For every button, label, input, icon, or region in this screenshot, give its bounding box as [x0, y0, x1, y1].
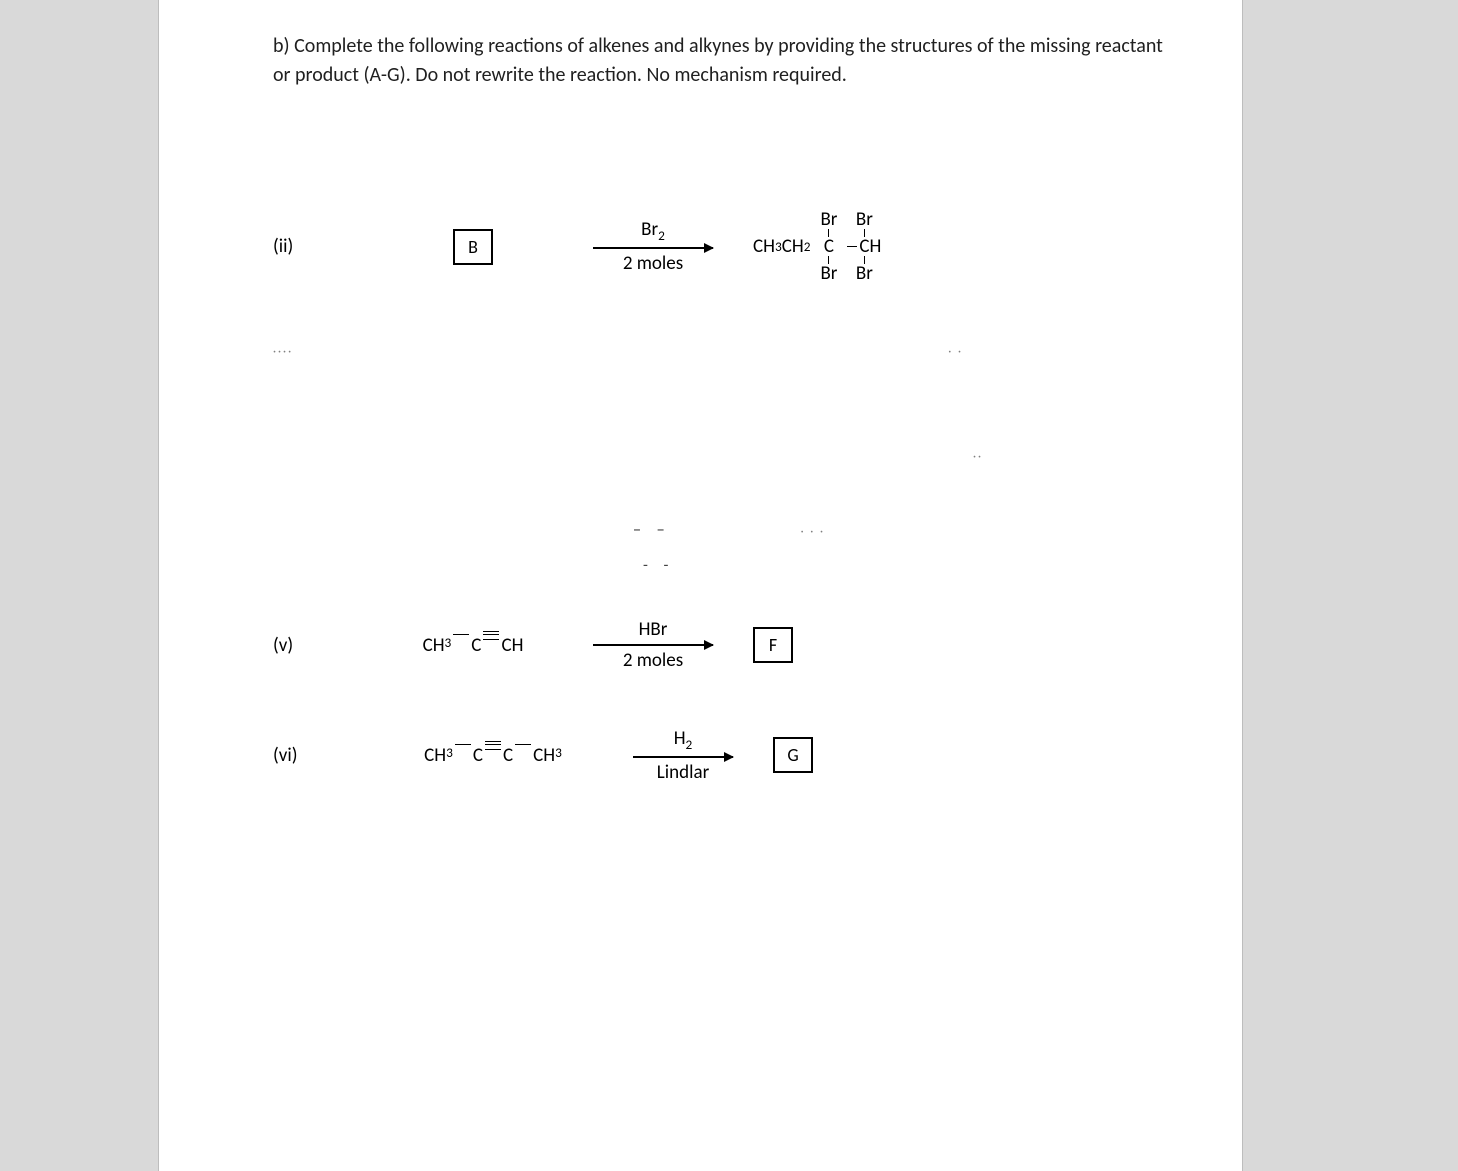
- artifact-dashes: - -: [643, 556, 674, 575]
- reaction-v: (v) CH3CCH HBr 2 moles F: [273, 618, 1184, 672]
- c2: CH: [859, 237, 881, 256]
- arrow-line-v: [593, 644, 713, 646]
- letterbox-b: B: [453, 229, 493, 265]
- document-page: b) Complete the following reactions of a…: [158, 0, 1243, 1171]
- v-ch: CH: [501, 634, 523, 657]
- arrow-line-vi: [633, 756, 733, 758]
- vi-sbond1: [455, 744, 471, 767]
- v-ch3: CH: [423, 634, 445, 657]
- roman-vi: (vi): [273, 744, 373, 767]
- reagent-ii-top: Br2: [641, 218, 665, 244]
- reagent-vi-top: H2: [674, 727, 693, 753]
- v-ch3s: 3: [445, 634, 452, 657]
- reagent-v-bottom: 2 moles: [623, 649, 683, 672]
- arrow-vi: H2 Lindlar: [613, 727, 753, 784]
- letterbox-g: G: [773, 737, 813, 773]
- artifact-tiny1: · ·: [948, 345, 963, 359]
- reagent-vi-bottom: Lindlar: [657, 761, 709, 784]
- artifact-row-3: − − · · ·: [273, 518, 1184, 543]
- br-tl: Br: [820, 210, 837, 229]
- reactant-ii: B: [373, 229, 573, 265]
- reagent-ii-bottom: 2 moles: [623, 252, 683, 275]
- hbond: [847, 246, 857, 247]
- c2-wrap: CH: [847, 237, 881, 256]
- question-label: b): [273, 34, 290, 58]
- product-vi: G: [753, 737, 1013, 773]
- artifact-row-2: ··: [273, 443, 1184, 478]
- artifact-dots: ····: [273, 345, 293, 359]
- reagent-ii-top-sub: 2: [658, 227, 665, 244]
- vi-h: H: [674, 727, 686, 750]
- artifact-row-4: - -: [273, 553, 1184, 578]
- v-sbond: [453, 634, 469, 657]
- tetrabromo-structure: Br Br CH3CH2 C CH Br: [753, 210, 881, 283]
- ch2: CH: [782, 237, 804, 256]
- ch3-sub: 3: [775, 240, 782, 253]
- vi-ch3as: 3: [446, 744, 453, 767]
- reactant-vi: CH3CCCH3: [373, 744, 613, 767]
- ch2-sub: 2: [804, 240, 811, 253]
- br-bl: Br: [820, 264, 837, 283]
- artifact-tiny2: ··: [973, 450, 983, 464]
- vi-sbond2: [515, 744, 531, 767]
- vi-c1: C: [473, 744, 483, 767]
- vi-c2: C: [503, 744, 513, 767]
- artifact-wave: · · ·: [801, 525, 826, 539]
- reagent-ii-top-txt: Br: [641, 218, 658, 241]
- product-ii: Br Br CH3CH2 C CH Br: [733, 210, 993, 283]
- br-tr: Br: [847, 210, 881, 229]
- v-c: C: [471, 634, 481, 657]
- vi-tbond: [485, 744, 501, 767]
- arrow-line-ii: [593, 247, 713, 249]
- reactant-v: CH3CCH: [373, 634, 573, 657]
- br-br: Br: [847, 264, 881, 283]
- chain-left: CH3CH2: [753, 237, 810, 256]
- v-tbond: [483, 634, 499, 657]
- c1: C: [820, 237, 837, 256]
- reagent-v-top: HBr: [639, 618, 668, 641]
- arrow-v: HBr 2 moles: [573, 618, 733, 672]
- viewport: b) Complete the following reactions of a…: [0, 0, 1458, 1171]
- artifact-row-1: ···· · ·: [273, 338, 1184, 373]
- letterbox-f: F: [753, 627, 793, 663]
- ch3: CH: [753, 237, 775, 256]
- arrow-ii: Br2 2 moles: [573, 218, 733, 275]
- reaction-vi: (vi) CH3CCCH3 H2 Lindlar G: [273, 727, 1184, 784]
- vi-ch3bs: 3: [555, 744, 562, 767]
- reaction-ii: (ii) B Br2 2 moles Br Br: [273, 210, 1184, 283]
- roman-ii: (ii): [273, 235, 373, 258]
- question-text: b) Complete the following reactions of a…: [273, 32, 1184, 90]
- vi-hs: 2: [686, 736, 693, 753]
- vi-ch3b: CH: [533, 744, 555, 767]
- roman-v: (v): [273, 634, 373, 657]
- product-v: F: [733, 627, 993, 663]
- question-body: Complete the following reactions of alke…: [273, 34, 1163, 87]
- vi-ch3a: CH: [424, 744, 446, 767]
- artifact-minus: − −: [633, 521, 671, 540]
